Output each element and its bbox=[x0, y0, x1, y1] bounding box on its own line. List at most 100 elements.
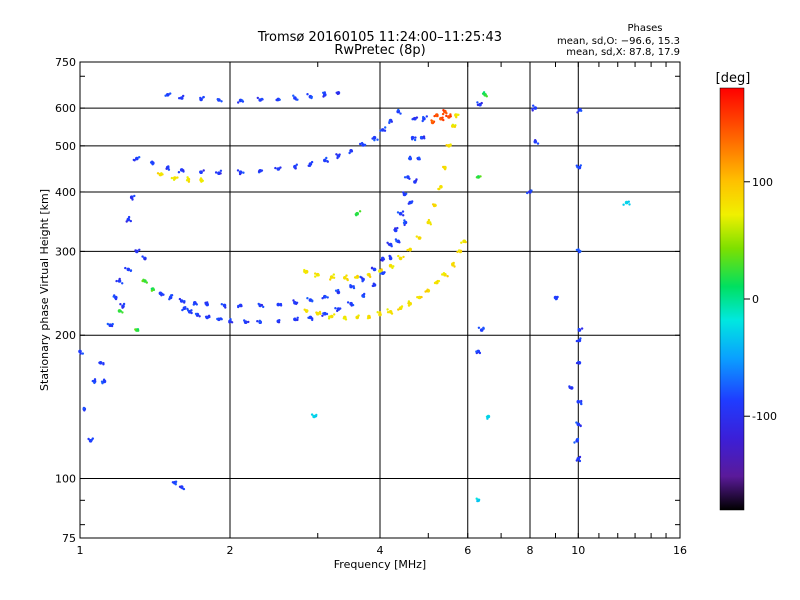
data-point bbox=[408, 177, 411, 180]
data-point bbox=[383, 129, 387, 132]
data-point bbox=[131, 198, 134, 201]
data-point bbox=[182, 487, 186, 491]
data-point bbox=[449, 115, 452, 118]
data-point bbox=[141, 255, 144, 258]
data-point bbox=[333, 313, 336, 316]
data-point bbox=[279, 166, 282, 169]
data-point bbox=[384, 126, 387, 129]
data-point bbox=[485, 95, 488, 98]
data-point bbox=[413, 138, 417, 142]
data-point bbox=[343, 276, 347, 280]
data-point bbox=[190, 311, 193, 315]
data-point bbox=[167, 168, 171, 171]
data-point bbox=[568, 385, 571, 388]
data-point bbox=[414, 136, 417, 139]
data-point bbox=[171, 481, 175, 484]
data-point bbox=[352, 285, 355, 288]
data-point bbox=[580, 109, 583, 113]
data-point bbox=[386, 311, 390, 314]
data-point bbox=[436, 114, 439, 118]
data-point bbox=[575, 421, 578, 424]
data-point bbox=[79, 352, 82, 355]
data-point bbox=[416, 296, 419, 299]
data-point bbox=[336, 291, 339, 294]
data-point bbox=[532, 104, 535, 107]
data-point bbox=[477, 175, 480, 178]
data-point bbox=[576, 437, 580, 441]
data-point bbox=[445, 112, 448, 115]
data-point bbox=[169, 92, 172, 95]
data-point bbox=[182, 169, 185, 172]
data-point bbox=[337, 288, 340, 292]
data-point bbox=[486, 416, 489, 419]
data-point bbox=[355, 214, 358, 217]
y-axis-label: Stationary phase Virtual Height [km] bbox=[38, 189, 51, 391]
data-point bbox=[425, 115, 428, 118]
data-point bbox=[176, 176, 179, 179]
data-point bbox=[579, 164, 582, 167]
data-point bbox=[184, 306, 187, 309]
data-point bbox=[325, 156, 328, 160]
data-point bbox=[479, 175, 482, 178]
data-point bbox=[580, 399, 583, 403]
x-tick-label: 8 bbox=[527, 544, 534, 557]
data-point bbox=[624, 200, 629, 205]
data-point bbox=[628, 203, 631, 206]
data-point bbox=[91, 437, 95, 440]
data-point bbox=[433, 281, 437, 285]
data-point bbox=[379, 129, 382, 132]
data-point bbox=[627, 200, 630, 203]
data-point bbox=[399, 112, 402, 115]
data-point bbox=[396, 226, 399, 230]
data-point bbox=[220, 303, 223, 306]
data-point bbox=[307, 164, 310, 167]
data-point bbox=[185, 179, 189, 182]
data-point bbox=[237, 101, 240, 104]
data-point bbox=[102, 363, 105, 366]
data-point bbox=[275, 98, 278, 102]
data-point bbox=[479, 328, 484, 332]
data-point bbox=[531, 109, 534, 112]
data-point bbox=[348, 151, 351, 155]
data-point bbox=[445, 114, 448, 118]
data-point bbox=[376, 138, 379, 141]
data-point bbox=[201, 179, 204, 182]
data-point bbox=[204, 302, 207, 305]
data-point bbox=[345, 274, 348, 277]
data-point bbox=[575, 339, 579, 343]
data-point bbox=[406, 248, 409, 252]
data-point bbox=[335, 91, 338, 95]
data-point bbox=[402, 214, 405, 217]
chart-title: Tromsø 20160105 11:24:00–11:25:43 bbox=[257, 30, 502, 45]
data-point bbox=[138, 248, 141, 251]
data-point bbox=[314, 272, 317, 275]
y-tick-label: 400 bbox=[55, 186, 76, 199]
data-point bbox=[357, 314, 360, 317]
data-point bbox=[397, 108, 400, 112]
data-point bbox=[346, 277, 349, 281]
data-point bbox=[476, 103, 480, 107]
data-point bbox=[352, 286, 356, 290]
data-point bbox=[134, 328, 137, 331]
data-point bbox=[238, 172, 242, 176]
data-point bbox=[135, 156, 139, 161]
data-point bbox=[278, 303, 281, 306]
data-point bbox=[579, 401, 583, 405]
y-axis-ticks: 75 100 200 300 400 500 600 750 bbox=[55, 56, 680, 545]
data-point bbox=[121, 282, 124, 285]
data-point bbox=[122, 302, 126, 306]
data-point bbox=[306, 309, 309, 312]
data-point bbox=[406, 176, 409, 179]
chart-subtitle: RwPretec (8p) bbox=[334, 43, 425, 58]
colorbar-label: [deg] bbox=[716, 71, 751, 86]
data-point bbox=[389, 265, 392, 268]
y-tick-label: 500 bbox=[55, 140, 76, 153]
data-point bbox=[402, 191, 405, 194]
data-point bbox=[214, 171, 218, 174]
data-point bbox=[556, 295, 559, 299]
data-point bbox=[407, 302, 410, 305]
data-point bbox=[575, 459, 578, 462]
data-point bbox=[145, 281, 148, 284]
data-point bbox=[328, 315, 331, 318]
